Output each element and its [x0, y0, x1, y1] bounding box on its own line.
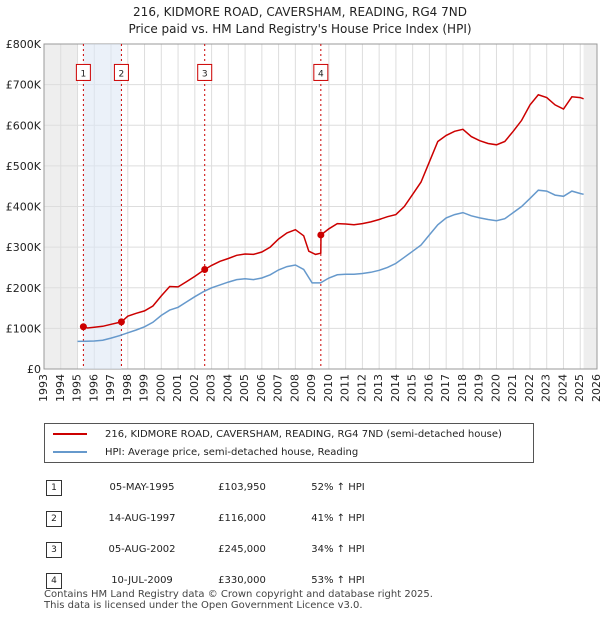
- x-tick-label: 2002: [188, 374, 201, 402]
- sale-number: 1: [81, 69, 87, 79]
- sale-hpi-change: 53% ↑ HPI: [311, 575, 365, 586]
- footer: Contains HM Land Registry data © Crown c…: [44, 589, 433, 611]
- x-tick-label: 2024: [556, 374, 569, 402]
- x-tick-label: 1994: [54, 374, 67, 402]
- legend-swatch-hpi: [53, 451, 87, 453]
- x-tick-label: 1998: [121, 374, 134, 402]
- x-tick-label: 1993: [37, 374, 50, 402]
- y-tick-label: £600K: [6, 119, 42, 132]
- x-tick-label: 2012: [355, 374, 368, 402]
- sale-index: 4: [44, 565, 90, 596]
- y-tick-label: £100K: [6, 322, 42, 335]
- sale-marker: [79, 323, 87, 331]
- footer-line-1: Contains HM Land Registry data © Crown c…: [44, 589, 433, 600]
- sale-date: 05-AUG-2002: [108, 544, 176, 555]
- legend: 216, KIDMORE ROAD, CAVERSHAM, READING, R…: [44, 423, 534, 463]
- sale-number-box: [113, 63, 129, 81]
- sale-date: 10-JUL-2009: [111, 575, 173, 586]
- title-line-2: Price paid vs. HM Land Registry's House …: [128, 22, 472, 36]
- sale-price: £103,950: [218, 482, 266, 493]
- sale-index-box: 2: [46, 510, 62, 527]
- sale-index: 1: [44, 472, 90, 503]
- sale-index: 3: [44, 534, 90, 565]
- sale-date: 14-AUG-1997: [108, 513, 176, 524]
- legend-item-hpi: HPI: Average price, semi-detached house,…: [53, 443, 358, 461]
- x-tick-label: 2009: [305, 374, 318, 402]
- sale-price: £116,000: [218, 513, 266, 524]
- x-tick-label: 2023: [540, 374, 553, 402]
- y-tick-label: £700K: [6, 79, 42, 92]
- x-tick-label: 1996: [87, 374, 100, 402]
- title-line-1: 216, KIDMORE ROAD, CAVERSHAM, READING, R…: [133, 5, 467, 19]
- footer-line-2: This data is licensed under the Open Gov…: [44, 600, 363, 611]
- x-tick-label: 2001: [171, 374, 184, 402]
- x-tick-label: 2000: [154, 374, 167, 402]
- sale-price: £245,000: [218, 544, 266, 555]
- sale-number-box: [197, 63, 213, 81]
- x-tick-label: 2017: [439, 374, 452, 402]
- y-tick-label: £400K: [6, 201, 42, 214]
- x-tick-label: 2004: [221, 374, 234, 402]
- sale-hpi-change: 34% ↑ HPI: [311, 544, 365, 555]
- sale-row: 4 10-JUL-2009 £330,000 53% ↑ HPI: [44, 565, 386, 596]
- x-tick-label: 2005: [238, 374, 251, 402]
- sale-number-box: [313, 63, 329, 81]
- x-tick-label: 2016: [422, 374, 435, 402]
- sale-row: 3 05-AUG-2002 £245,000 34% ↑ HPI: [44, 534, 386, 565]
- sale-row: 1 05-MAY-1995 £103,950 52% ↑ HPI: [44, 472, 386, 503]
- sale-marker: [117, 318, 125, 326]
- x-tick-label: 1995: [71, 374, 84, 402]
- sale-hpi-change: 52% ↑ HPI: [311, 482, 365, 493]
- x-tick-label: 2025: [573, 374, 586, 402]
- sale-number: 2: [119, 69, 125, 79]
- x-tick-label: 2008: [288, 374, 301, 402]
- x-tick-label: 2013: [372, 374, 385, 402]
- y-tick-label: £200K: [6, 282, 42, 295]
- x-tick-label: 2014: [389, 374, 402, 402]
- sale-marker: [317, 231, 325, 239]
- sale-number: 3: [202, 69, 208, 79]
- x-tick-label: 2010: [322, 374, 335, 402]
- x-tick-label: 1997: [104, 374, 117, 402]
- hpi-line: [77, 189, 584, 343]
- x-tick-label: 2011: [339, 374, 352, 402]
- property-price-line: [83, 93, 584, 329]
- x-tick-label: 2019: [473, 374, 486, 402]
- x-tick-label: 1999: [138, 374, 151, 402]
- sale-index-box: 1: [46, 479, 62, 496]
- sale-date: 05-MAY-1995: [109, 482, 175, 493]
- sale-index: 2: [44, 503, 90, 534]
- sale-marker: [201, 265, 209, 273]
- sale-band: [83, 44, 122, 369]
- x-tick-label: 2020: [489, 374, 502, 402]
- price-chart: 1 2 3 4 £0 £100K £200K £300K £400K £500K £600K £70…: [6, 38, 600, 402]
- sale-number-box: [75, 63, 91, 81]
- legend-item-property: 216, KIDMORE ROAD, CAVERSHAM, READING, R…: [53, 425, 502, 443]
- sale-price: £330,000: [218, 575, 266, 586]
- sale-number: 4: [318, 69, 324, 79]
- y-tick-label: £800K: [6, 38, 42, 51]
- y-tick-label: £0: [27, 363, 41, 376]
- x-tick-label: 2006: [255, 374, 268, 402]
- sale-row: 2 14-AUG-1997 £116,000 41% ↑ HPI: [44, 503, 386, 534]
- y-tick-label: £300K: [6, 241, 42, 254]
- x-tick-label: 2003: [205, 374, 218, 402]
- sale-index-box: 3: [46, 541, 62, 558]
- chart-title: 216, KIDMORE ROAD, CAVERSHAM, READING, R…: [0, 4, 600, 38]
- sale-index-box: 4: [46, 572, 62, 589]
- x-tick-label: 2018: [456, 374, 469, 402]
- sales-table: 1 05-MAY-1995 £103,950 52% ↑ HPI 2 14-AUG-199…: [44, 472, 386, 596]
- sale-hpi-change: 41% ↑ HPI: [311, 513, 365, 524]
- x-tick-label: 2022: [523, 374, 536, 402]
- legend-swatch-property: [53, 433, 87, 435]
- legend-label-property: 216, KIDMORE ROAD, CAVERSHAM, READING, R…: [105, 428, 502, 440]
- legend-label-hpi: HPI: Average price, semi-detached house,…: [105, 446, 359, 458]
- x-tick-label: 2007: [272, 374, 285, 402]
- x-tick-label: 2021: [506, 374, 519, 402]
- x-tick-label: 2015: [406, 374, 419, 402]
- y-tick-label: £500K: [6, 160, 42, 173]
- x-tick-label: 2026: [590, 374, 600, 402]
